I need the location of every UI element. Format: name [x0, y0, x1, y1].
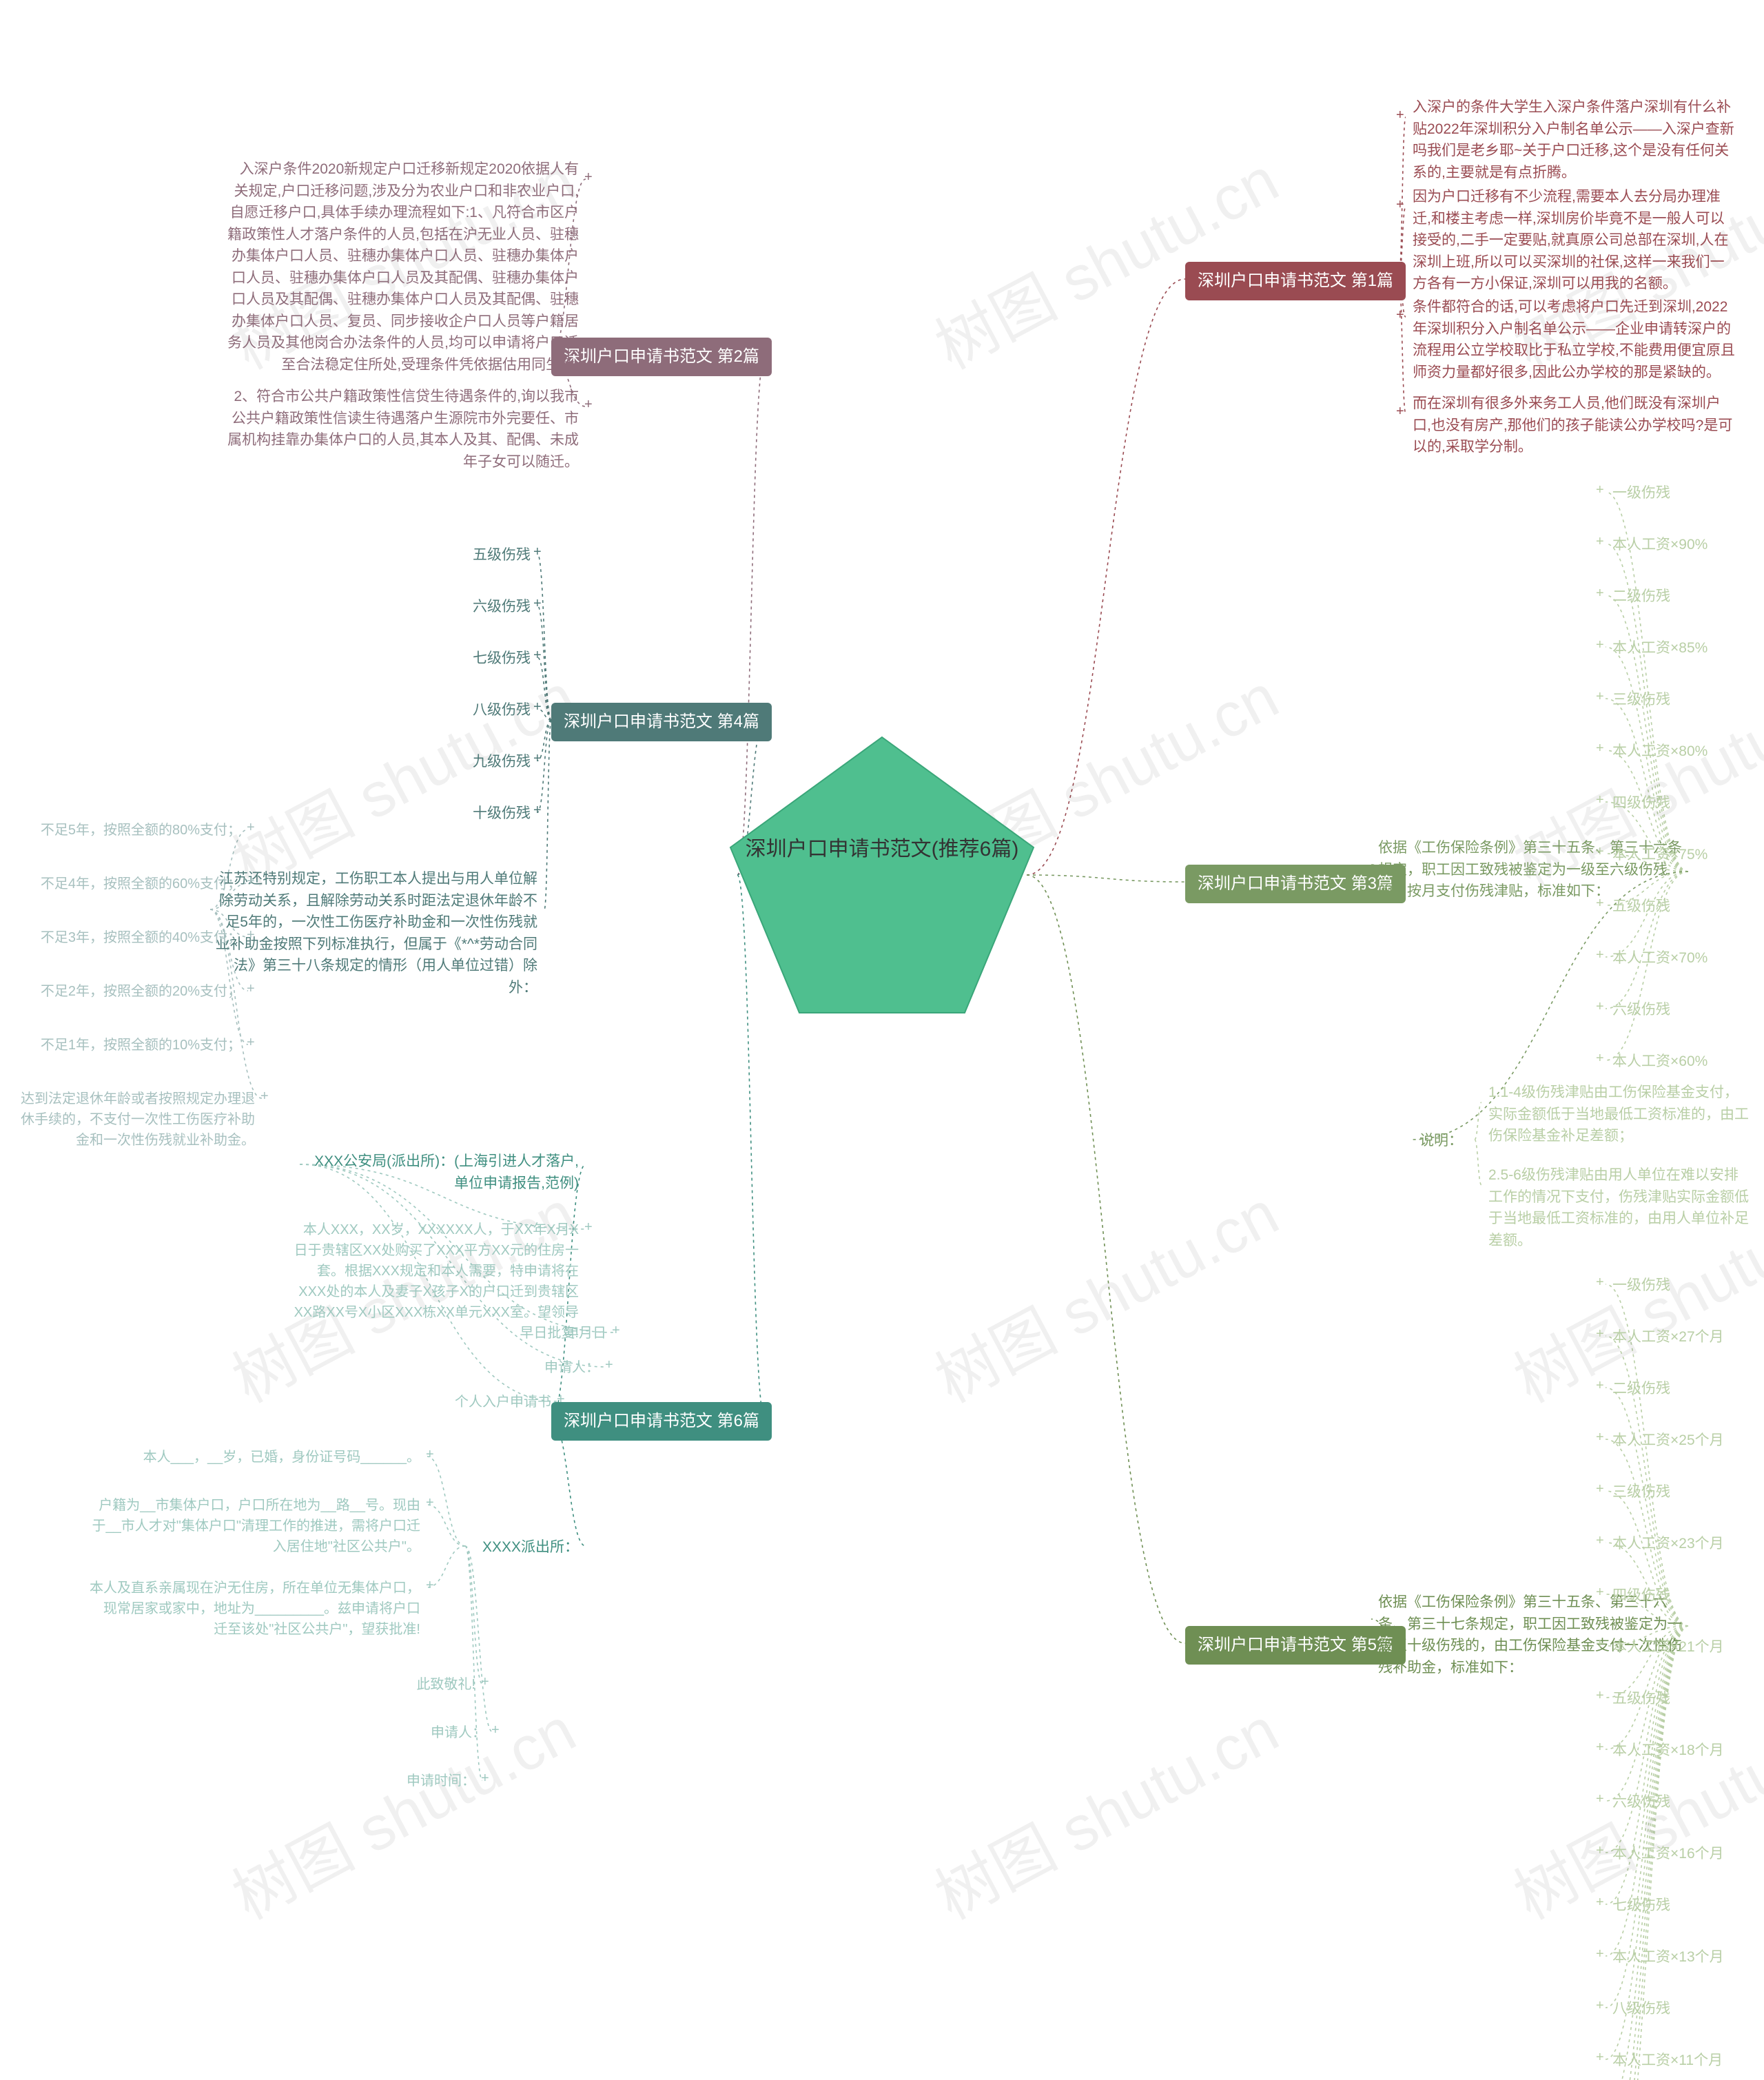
- watermark: 树图 shutu.cn: [214, 648, 588, 903]
- leaf-text: 申请人：: [376, 1722, 486, 1743]
- rule-item: 不足5年，按照全额的80%支付；: [21, 820, 241, 841]
- pair-level: 七级伤残: [1612, 1895, 1764, 1917]
- rule-item: 不足3年，按照全额的40%支付；: [21, 927, 241, 948]
- pair-value: 本人工资×25个月: [1612, 1430, 1764, 1452]
- chapter-node: 深圳户口申请书范文 第5篇: [1185, 1626, 1406, 1665]
- pair-value: 本人工资×70%: [1612, 947, 1764, 969]
- pair-level: 八级伤残: [1612, 1998, 1764, 2020]
- pair-level: 五级伤残: [1612, 1688, 1764, 1710]
- pair-level: 三级伤残: [1612, 689, 1764, 711]
- leaf-text: 此致敬礼!: [365, 1674, 475, 1695]
- rule-item: 不足2年，按照全额的20%支付；: [21, 981, 241, 1002]
- group-label: XXX公安局(派出所)：(上海引进人才落户,单位申请报告,范例): [303, 1151, 579, 1194]
- pair-value: 本人工资×85%: [1612, 637, 1764, 659]
- pair-level: 四级伤残: [1612, 1585, 1764, 1607]
- pair-value: 本人工资×21个月: [1612, 1636, 1764, 1658]
- leaf-text: 因为户口迁移有不少流程,需要本人去分局办理准迁,和楼主考虑一样,深圳房价毕竟不是…: [1413, 186, 1736, 295]
- chapter-node: 深圳户口申请书范文 第1篇: [1185, 262, 1406, 300]
- leaf-text: 条件都符合的话,可以考虑将户口先迁到深圳,2022年深圳积分入户制名单公示——企…: [1413, 296, 1736, 383]
- level-item: 六级伤残: [441, 596, 531, 618]
- chapter-node: 深圳户口申请书范文 第3篇: [1185, 865, 1406, 903]
- level-item: 七级伤残: [441, 648, 531, 670]
- pair-level: 二级伤残: [1612, 1378, 1764, 1400]
- pair-level: 一级伤残: [1612, 1275, 1764, 1297]
- pair-value: 本人工资×27个月: [1612, 1326, 1764, 1348]
- leaf-text: 入深户的条件大学生入深户条件落户深圳有什么补贴2022年深圳积分入户制名单公示—…: [1413, 96, 1736, 183]
- leaf-text: 本人___，__岁，已婚，身份证号码______。: [90, 1447, 420, 1468]
- pair-value: 本人工资×23个月: [1612, 1533, 1764, 1555]
- pair-value: 本人工资×13个月: [1612, 1946, 1764, 1968]
- rule-item: 不足1年，按照全额的10%支付；: [21, 1035, 241, 1056]
- pair-value: 本人工资×90%: [1612, 534, 1764, 556]
- leaf-text: 年月日: [496, 1323, 606, 1343]
- watermark: 树图 shutu.cn: [917, 131, 1291, 387]
- group-label: XXXX派出所：: [469, 1536, 579, 1558]
- leaf-text: 本人及直系亲属现在沪无住房，所在单位无集体户口，现常居家或家中，地址为_____…: [90, 1578, 420, 1640]
- pair-value: 本人工资×75%: [1612, 844, 1764, 866]
- pair-value: 本人工资×80%: [1612, 741, 1764, 763]
- pair-level: 六级伤残: [1612, 1791, 1764, 1813]
- watermark: 树图 shutu.cn: [917, 1164, 1291, 1420]
- level-item: 九级伤残: [441, 751, 531, 773]
- leaf-text: 1.1-4级伤残津贴由工伤保险基金支付，实际金额低于当地最低工资标准的，由工伤保…: [1488, 1082, 1750, 1147]
- level-item: 十级伤残: [441, 803, 531, 825]
- pair-value: 本人工资×60%: [1612, 1051, 1764, 1073]
- center-label: 深圳户口申请书范文(推荐6篇): [724, 834, 1040, 865]
- note-label: 说明：: [1419, 1130, 1488, 1152]
- pair-level: 四级伤残: [1612, 792, 1764, 814]
- chapter-node: 深圳户口申请书范文 第4篇: [551, 703, 772, 741]
- leaf-text: 申请人：: [489, 1357, 599, 1378]
- leaf-text: 江苏还特别规定，工伤职工本人提出与用人单位解除劳动关系，且解除劳动关系时距法定退…: [214, 868, 537, 998]
- rule-item: 不足4年，按照全额的60%支付；: [21, 874, 241, 894]
- watermark: 树图 shutu.cn: [917, 1681, 1291, 1937]
- level-item: 八级伤残: [441, 699, 531, 721]
- leaf-text: 而在深圳有很多外来务工人员,他们既没有深圳户口,也没有房产,那他们的孩子能读公办…: [1413, 393, 1736, 458]
- level-item: 五级伤残: [441, 544, 531, 566]
- leaf-text: 入深户条件2020新规定户口迁移新规定2020依据人有关规定,户口迁移问题,涉及…: [227, 158, 579, 375]
- leaf-text: 户籍为__市集体户口，户口所在地为__路__号。现由于__市人才对"集体户口"清…: [90, 1495, 420, 1557]
- leaf-text: 申请时间：: [365, 1771, 475, 1791]
- pair-value: 本人工资×16个月: [1612, 1843, 1764, 1865]
- leaf-text: 2、符合市公共户籍政策性信贷生待遇条件的,询以我市公共户籍政策性信读生待遇落户生…: [227, 386, 579, 473]
- pair-level: 五级伤残: [1612, 896, 1764, 918]
- pair-level: 二级伤残: [1612, 586, 1764, 608]
- rule-item: 达到法定退休年龄或者按照规定办理退休手续的，不支付一次性工伤医疗补助金和一次性伤…: [21, 1089, 255, 1151]
- pair-level: 六级伤残: [1612, 999, 1764, 1021]
- pair-level: 三级伤残: [1612, 1481, 1764, 1503]
- chapter-node: 深圳户口申请书范文 第2篇: [551, 338, 772, 376]
- pair-value: 本人工资×11个月: [1612, 2050, 1764, 2072]
- center-node: 深圳户口申请书范文(推荐6篇): [724, 730, 1040, 1020]
- chapter-node: 深圳户口申请书范文 第6篇: [551, 1402, 772, 1441]
- leaf-text: 2.5-6级伤残津贴由用人单位在难以安排工作的情况下支付，伤残津贴实际金额低于当…: [1488, 1164, 1750, 1251]
- leaf-text: 个人入户申请书: [441, 1392, 551, 1412]
- pair-value: 本人工资×18个月: [1612, 1740, 1764, 1762]
- watermark: 树图 shutu.cn: [214, 1681, 588, 1937]
- pair-level: 一级伤残: [1612, 482, 1764, 504]
